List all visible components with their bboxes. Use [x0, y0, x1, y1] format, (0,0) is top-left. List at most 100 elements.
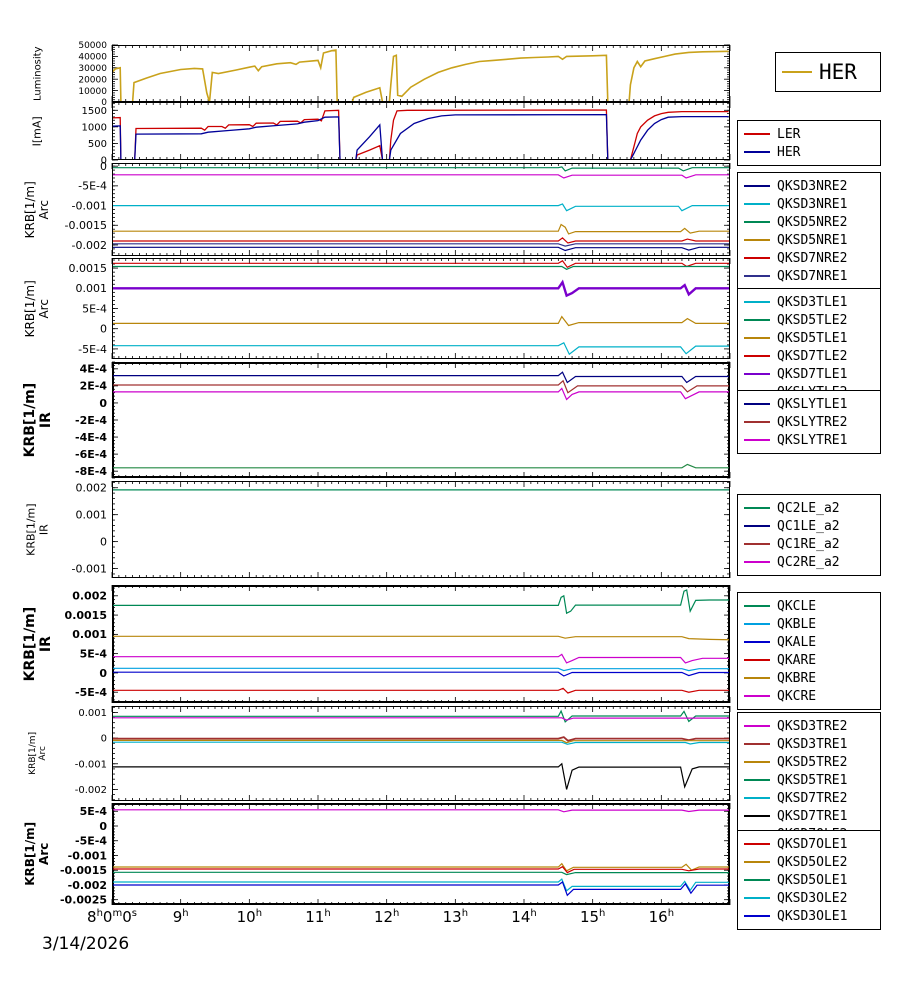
legend-line-swatch	[744, 725, 770, 727]
x-tick-label: 8h0m0s	[87, 908, 137, 926]
legend-entry: QKSD7OLE1	[744, 835, 874, 853]
y-axis-label: KRB[1/m] Arc	[27, 732, 49, 775]
legend-label: QKSD3OLE1	[777, 908, 848, 924]
y-tick-label: 500	[88, 139, 107, 150]
legend-line-swatch	[744, 439, 770, 441]
legend-line-swatch	[744, 815, 770, 817]
series-QKSD3TRE1	[113, 736, 729, 742]
legend-label: HER	[777, 144, 801, 160]
series-QKSD7TLE2	[113, 260, 729, 269]
legend-entry: QKSD5NRE1	[744, 231, 874, 249]
legend-line-swatch	[744, 403, 770, 405]
legend-entry: QKSD5TLE2	[744, 311, 874, 329]
legend-label: QKCRE	[777, 688, 817, 704]
legend-line-swatch	[744, 275, 770, 277]
y-tick-label: -0.002	[72, 239, 107, 252]
y-tick-label: -2E-4	[75, 414, 107, 427]
legend-entry: QKBLE	[744, 615, 874, 633]
legend-label: QKARE	[777, 652, 817, 668]
legend-ir-qksly: QKSLYTLE1 QKSLYTRE2 QKSLYTRE1	[737, 390, 881, 454]
series-QKSD7NRE2	[113, 237, 729, 244]
x-tick-label: 10h	[236, 908, 263, 926]
y-tick-label: 0.0015	[65, 609, 107, 622]
y-axis-label: KRB[1/m] Arc	[23, 279, 52, 338]
legend-label: QKSD3NRE2	[777, 178, 848, 194]
legend-label: HER	[819, 60, 857, 84]
series-QKSLYTLE1	[113, 371, 729, 384]
legend-entry: QKSD3TLE1	[744, 293, 874, 311]
legend-label: LER	[777, 126, 801, 142]
legend-entry: QC2LE_a2	[744, 499, 874, 517]
y-tick-label: -0.001	[72, 199, 107, 212]
legend-label: QKSD7TRE2	[777, 790, 848, 806]
legend-label: QKBRE	[777, 670, 817, 686]
y-tick-label: 0	[101, 98, 107, 108]
panel-ir-qk: 0.002 0.0015 0.001 5E-4 0 -5E-4 KRB[1/m] IR	[22, 585, 731, 703]
y-tick-label: 0.001	[78, 708, 107, 719]
series-QKSD5NRE1	[113, 223, 729, 235]
series-HER	[113, 113, 729, 159]
y-tick-label: 0	[99, 820, 107, 833]
legend-line-swatch	[744, 239, 770, 241]
legend-entry: QKSD3NRE1	[744, 195, 874, 213]
legend-line-swatch	[744, 761, 770, 763]
legend-entry: HER	[782, 57, 874, 87]
y-tick-label: -6E-4	[75, 448, 107, 461]
series-QKALE	[113, 671, 729, 677]
legend-entry: QKSD7NRE1	[744, 267, 874, 285]
y-tick-label: 40000	[78, 53, 107, 63]
legend-entry: QKSD3TRE1	[744, 735, 874, 753]
y-axis-label: KRB[1/m] IR	[21, 382, 55, 458]
legend-entry: QKSD5OLE1	[744, 871, 874, 889]
y-tick-label: 0.001	[72, 628, 107, 641]
y-axis-label: KRB[1/m] IR	[21, 606, 55, 682]
legend-entry: QKSD7TRE2	[744, 789, 874, 807]
legend-entry: QKSD3TRE2	[744, 717, 874, 735]
series-QKSD5TLE1	[113, 315, 729, 327]
series-QKSD3TLE2	[113, 174, 729, 179]
y-tick-label: 5E-4	[80, 647, 108, 660]
legend-ir-qc: QC2LE_a2 QC1LE_a2 QC1RE_a2 QC2RE_a2	[737, 494, 881, 576]
y-tick-label: -0.0015	[65, 219, 107, 232]
panel-arc-tre: 0.001 0 -0.001 -0.002 KRB[1/m] Arc	[28, 706, 731, 801]
legend-line-swatch	[744, 623, 770, 625]
y-axis-label: I[mA]	[30, 115, 44, 147]
legend-line-swatch	[744, 319, 770, 321]
legend-entry: QC1LE_a2	[744, 517, 874, 535]
series-QKSLYTRE1	[113, 387, 729, 401]
series-QKSD7OLE2	[113, 809, 729, 813]
legend-line-swatch	[744, 257, 770, 259]
y-tick-label: 30000	[78, 64, 107, 74]
legend-entry: QKSD5TLE1	[744, 329, 874, 347]
y-tick-label: -8E-4	[75, 465, 107, 478]
series-QKSD3OLE2	[113, 878, 729, 892]
legend-label: QKSD7OLE1	[777, 836, 848, 852]
legend-line-swatch	[744, 843, 770, 845]
legend-entry: QKSD5TRE2	[744, 753, 874, 771]
series-QKSD5TLE2	[113, 265, 729, 270]
y-axis-label: KRB[1/m] IR	[24, 503, 50, 556]
legend-line-swatch	[744, 543, 770, 545]
legend-line-swatch	[744, 659, 770, 661]
legend-her-luminosity: HER	[775, 52, 881, 92]
legend-label: QKSLYTLE1	[777, 396, 848, 412]
legend-line-swatch	[744, 879, 770, 881]
x-tick-label: 11h	[305, 908, 331, 926]
legend-label: QKCLE	[777, 598, 817, 614]
panel-arc-nre: 0 -5E-4 -0.001 -0.0015 -0.002 KRB[1/m] Arc	[23, 160, 731, 256]
y-tick-label: 0	[99, 667, 107, 680]
x-tick-label: 9h	[172, 908, 189, 926]
legend-entry: QC2RE_a2	[744, 553, 874, 571]
y-tick-label: -5E-4	[78, 343, 107, 356]
legend-line-swatch	[744, 507, 770, 509]
legend-entry: QKALE	[744, 633, 874, 651]
panel-ir-qksly: 4E-4 2E-4 0 -2E-4 -4E-4 -6E-4 -8E-4 KRB[1/m] IR	[22, 361, 731, 479]
legend-line-swatch	[744, 695, 770, 697]
legend-entry: QC1RE_a2	[744, 535, 874, 553]
series-QKSD3TLE1	[113, 341, 729, 356]
date-label: 3/14/2026	[42, 934, 130, 954]
series-QKSD7TLE1	[113, 279, 729, 298]
y-tick-label: 0.001	[76, 509, 108, 522]
legend-entry: QKSD7TLE2	[744, 347, 874, 365]
